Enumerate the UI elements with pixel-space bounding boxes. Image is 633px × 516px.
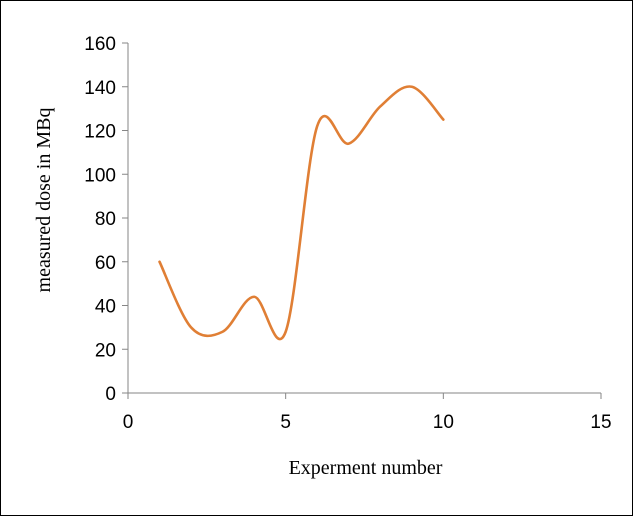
- y-tick-label: 100: [84, 165, 116, 186]
- x-axis-title: Experment number: [289, 457, 443, 479]
- x-tick-label: 15: [590, 412, 611, 433]
- y-tick-label: 140: [84, 78, 116, 99]
- y-tick-label: 40: [95, 297, 116, 318]
- y-tick-label: 120: [84, 122, 116, 143]
- y-tick-label: 0: [105, 384, 116, 405]
- axes: [127, 43, 601, 394]
- x-tick-label: 0: [123, 412, 134, 433]
- y-axis-ticks: 0 20 40 60 80 100 120 140 160: [84, 34, 128, 405]
- series-line: [158, 85, 445, 341]
- y-tick-label: 80: [95, 209, 116, 230]
- x-axis-ticks: 0 5 10 15: [123, 393, 612, 433]
- y-tick-label: 60: [95, 253, 116, 274]
- series-group: [158, 85, 445, 341]
- y-tick-label: 20: [95, 340, 116, 361]
- y-tick-label: 160: [84, 34, 116, 55]
- x-tick-label: 10: [433, 412, 454, 433]
- x-tick-label: 5: [280, 412, 291, 433]
- y-axis-title: measured dose in MBq: [33, 108, 55, 293]
